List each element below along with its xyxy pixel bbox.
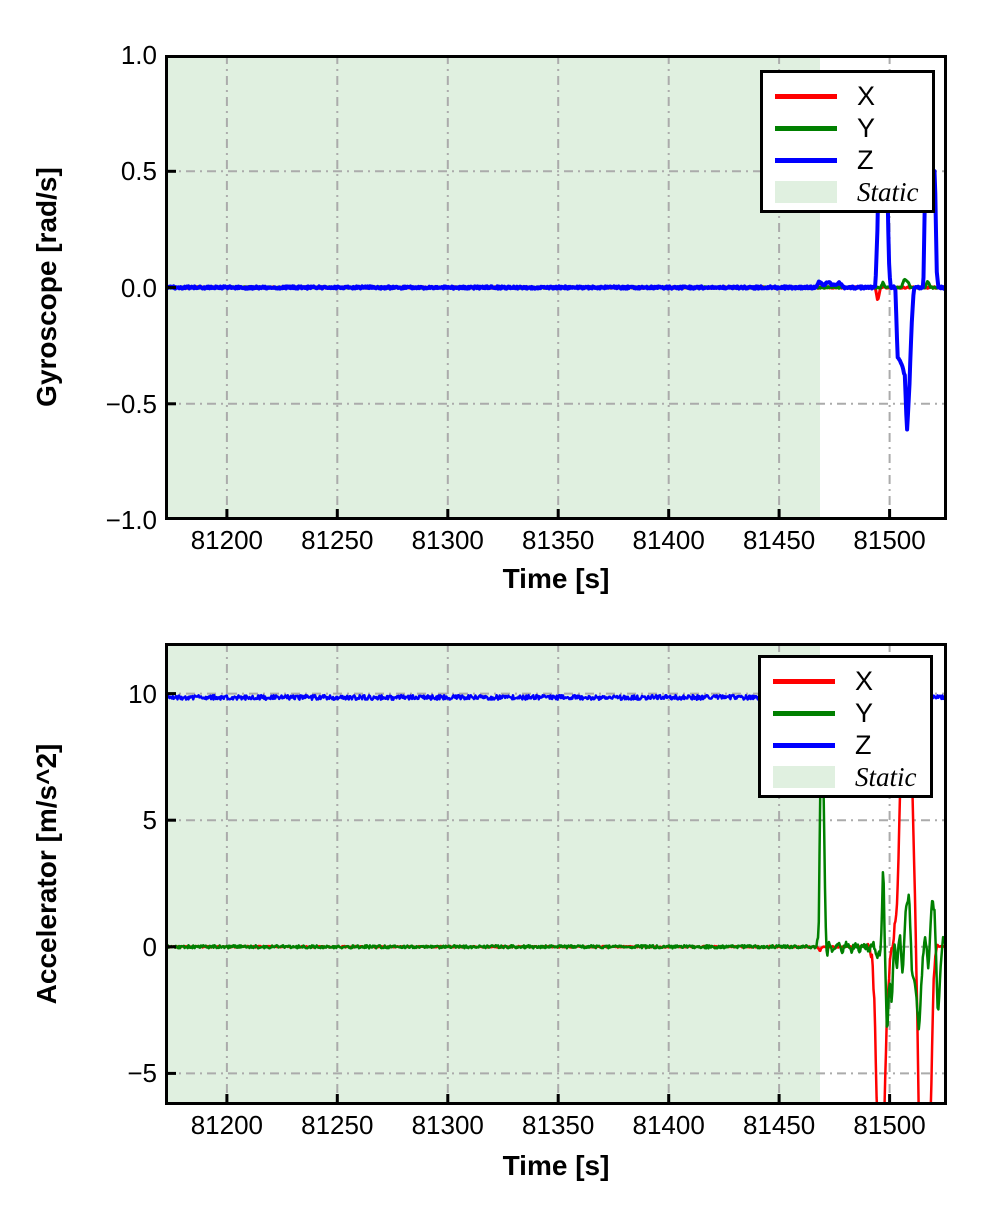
series-line-z bbox=[165, 156, 947, 432]
x-tick-label: 81400 bbox=[632, 525, 705, 555]
y-tick-label: 0.5 bbox=[120, 156, 157, 187]
x-tick-label: 81200 bbox=[190, 525, 263, 555]
x-tick-label: 81350 bbox=[522, 525, 595, 555]
legend-label-x: X bbox=[857, 80, 876, 111]
legend-entry-z: Z bbox=[773, 729, 930, 761]
legend-entry-x: X bbox=[773, 665, 930, 697]
legend-line-swatch-y bbox=[773, 710, 835, 716]
accelerator-plot-area bbox=[165, 643, 947, 1105]
legend-entry-x: X bbox=[775, 80, 932, 112]
legend-label-static: Static bbox=[855, 761, 917, 792]
legend-label-z: Z bbox=[855, 729, 872, 760]
plot-frame bbox=[165, 643, 947, 1105]
x-tick-label: 81400 bbox=[632, 1110, 705, 1140]
y-tick-label: 1.0 bbox=[120, 40, 157, 70]
x-tick-label: 81500 bbox=[853, 1110, 926, 1140]
legend-line-swatch-z bbox=[775, 157, 837, 163]
y-tick-label: 5 bbox=[142, 805, 157, 836]
legend-patch-swatch-static bbox=[773, 766, 835, 788]
legend-entry-static: Static bbox=[773, 761, 930, 793]
legend-patch-swatch-static bbox=[775, 181, 837, 203]
legend-label-y: Y bbox=[855, 697, 874, 728]
legend-label-z: Z bbox=[857, 144, 874, 175]
legend-entry-z: Z bbox=[775, 144, 932, 176]
plot-frame bbox=[165, 55, 947, 520]
y-tick-label: 0.0 bbox=[120, 272, 157, 303]
static-region bbox=[165, 643, 820, 1105]
legend-line-swatch-x bbox=[773, 678, 835, 684]
x-tick-label: 81450 bbox=[742, 525, 816, 555]
legend-line-swatch-z bbox=[773, 742, 835, 748]
gyroscope-y-axis-label: Gyroscope [rad/s] bbox=[31, 167, 62, 407]
x-tick-label: 81200 bbox=[190, 1110, 263, 1140]
y-tick-label: −1.0 bbox=[105, 505, 157, 535]
gyroscope-x-axis-label: Time [s] bbox=[502, 563, 610, 594]
y-tick-label: 10 bbox=[128, 678, 157, 709]
x-tick-label: 81250 bbox=[301, 525, 374, 555]
accelerator-x-axis-label: Time [s] bbox=[502, 1150, 610, 1181]
y-tick-label: 0 bbox=[142, 931, 157, 962]
series-line-y bbox=[165, 777, 947, 1031]
legend-entry-y: Y bbox=[773, 697, 930, 729]
legend-label-x: X bbox=[855, 665, 874, 696]
x-tick-label: 81250 bbox=[301, 1110, 374, 1140]
y-tick-label: −0.5 bbox=[105, 388, 157, 419]
legend-entry-y: Y bbox=[775, 112, 932, 144]
x-tick-label: 81350 bbox=[522, 1110, 595, 1140]
legend-line-swatch-x bbox=[775, 93, 837, 99]
legend-label-static: Static bbox=[857, 176, 919, 207]
accelerator-y-axis-label: Accelerator [m/s^2] bbox=[31, 743, 62, 1005]
x-tick-label: 81300 bbox=[411, 525, 484, 555]
gyroscope-legend: X Y Z Static bbox=[760, 70, 935, 213]
x-tick-label: 81300 bbox=[411, 1110, 484, 1140]
legend-label-y: Y bbox=[857, 112, 876, 143]
x-tick-label: 81450 bbox=[742, 1110, 816, 1140]
x-tick-label: 81500 bbox=[853, 525, 926, 555]
legend-entry-static: Static bbox=[775, 176, 932, 208]
gyroscope-plot-area bbox=[165, 55, 947, 520]
legend-line-swatch-y bbox=[775, 125, 837, 131]
accelerator-legend: X Y Z Static bbox=[758, 655, 933, 798]
y-tick-label: −5 bbox=[127, 1058, 157, 1089]
